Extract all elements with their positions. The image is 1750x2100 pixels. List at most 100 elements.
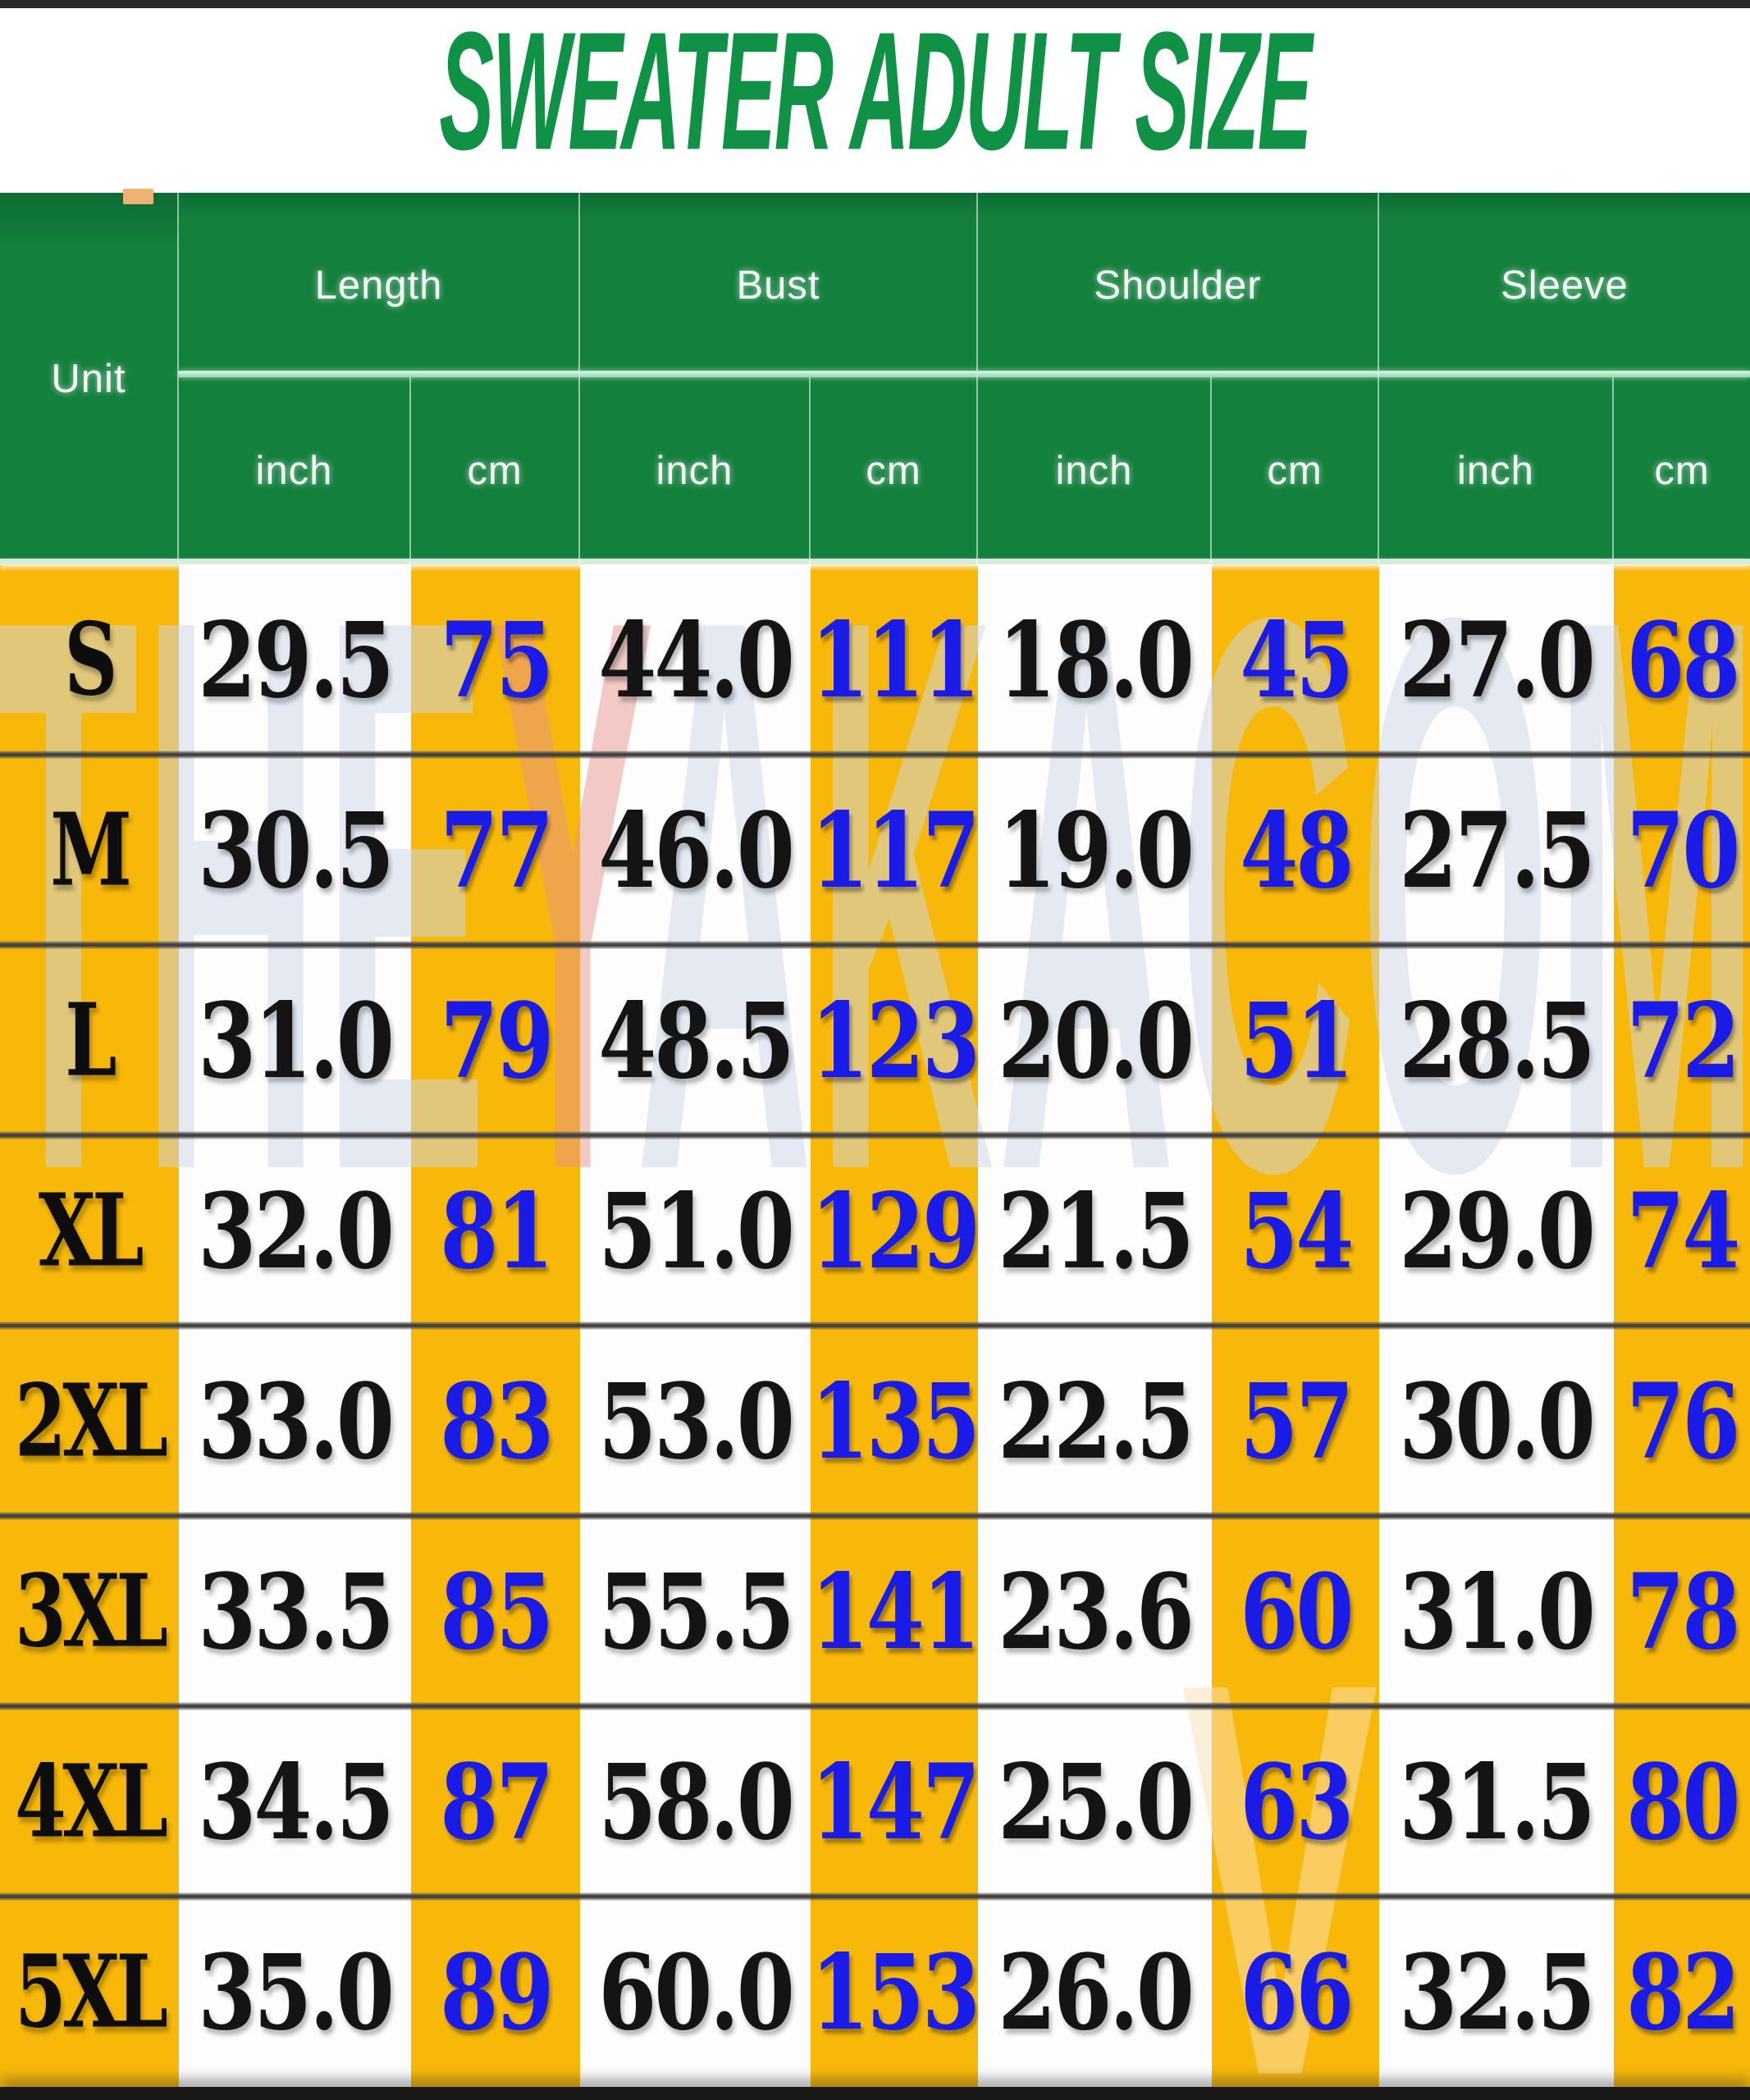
value-cell: 31.0: [1379, 1516, 1614, 1706]
size-cell: XL: [0, 1135, 179, 1326]
size-label: L: [65, 981, 117, 1099]
header-length-label: Length: [314, 262, 443, 308]
value-cell: 25.0: [978, 1706, 1212, 1897]
value-cell: 111: [811, 564, 980, 755]
value-cell: 44.0: [580, 564, 811, 755]
value-cell: 30.5: [179, 755, 411, 945]
size-cell: 4XL: [0, 1706, 179, 1897]
page-title: SWEATER ADULT SIZE: [439, 0, 1312, 186]
value-cell: 147: [811, 1706, 980, 1897]
header-group-length: Length: [179, 193, 580, 377]
value-cell: 77: [411, 755, 580, 945]
value-cell: 55.5: [580, 1516, 811, 1706]
value-cell: 89: [411, 1897, 580, 2087]
value-cell: 18.0: [978, 564, 1212, 755]
value-cell: 30.0: [1379, 1326, 1614, 1516]
value-cell: 83: [411, 1326, 580, 1516]
value-cell: 74: [1614, 1135, 1750, 1326]
size-label: 3XL: [14, 1552, 168, 1670]
size-label: M: [50, 791, 132, 909]
value-cell: 28.5: [1379, 945, 1614, 1135]
value-cell: 20.0: [978, 945, 1212, 1135]
value-cell: 29.5: [179, 564, 411, 755]
value-cell: 66: [1212, 1897, 1379, 2087]
row-divider: [0, 1512, 1750, 1520]
value-cell: 135: [811, 1326, 980, 1516]
size-cell: M: [0, 755, 179, 945]
size-cell: 2XL: [0, 1326, 179, 1516]
value-cell: 85: [411, 1516, 580, 1706]
header-group-sleeve: Sleeve: [1379, 193, 1750, 377]
value-cell: 68: [1614, 564, 1750, 755]
value-cell: 53.0: [580, 1326, 811, 1516]
subheader-shoulder-inch: inch: [978, 377, 1212, 564]
header-sleeve-label: Sleeve: [1501, 262, 1629, 308]
size-cell: L: [0, 945, 179, 1135]
value-cell: 32.0: [179, 1135, 411, 1326]
size-cell: S: [0, 564, 179, 755]
value-cell: 87: [411, 1706, 580, 1897]
value-cell: 48: [1212, 755, 1379, 945]
value-cell: 22.5: [978, 1326, 1212, 1516]
size-cell: 5XL: [0, 1897, 179, 2087]
subheader-sleeve-inch: inch: [1379, 377, 1614, 564]
value-cell: 27.0: [1379, 564, 1614, 755]
row-divider: [0, 1892, 1750, 1901]
row-divider: [0, 1131, 1750, 1139]
value-cell: 81: [411, 1135, 580, 1326]
size-cell: 3XL: [0, 1516, 179, 1706]
size-label: 2XL: [14, 1362, 168, 1480]
value-cell: 48.5: [580, 945, 811, 1135]
value-cell: 72: [1614, 945, 1750, 1135]
bottom-edge-bar: [0, 2087, 1750, 2100]
row-divider: [0, 1322, 1750, 1330]
value-cell: 78: [1614, 1516, 1750, 1706]
value-cell: 60.0: [580, 1897, 811, 2087]
value-cell: 70: [1614, 755, 1750, 945]
value-cell: 33.0: [179, 1326, 411, 1516]
value-cell: 54: [1212, 1135, 1379, 1326]
size-label: 5XL: [14, 1933, 168, 2051]
subheader-bust-inch: inch: [580, 377, 811, 564]
value-cell: 29.0: [1379, 1135, 1614, 1326]
header-row-separator: [179, 371, 1750, 377]
value-cell: 34.5: [179, 1706, 411, 1897]
value-cell: 153: [811, 1897, 980, 2087]
header-bust-label: Bust: [736, 262, 820, 308]
row-divider: [0, 1702, 1750, 1710]
value-cell: 58.0: [580, 1706, 811, 1897]
value-cell: 141: [811, 1516, 980, 1706]
value-cell: 45: [1212, 564, 1379, 755]
title-area: SWEATER ADULT SIZE: [0, 0, 1750, 193]
value-cell: 123: [811, 945, 980, 1135]
value-cell: 23.6: [978, 1516, 1212, 1706]
value-cell: 33.5: [179, 1516, 411, 1706]
size-label: XL: [38, 1171, 144, 1290]
value-cell: 80: [1614, 1706, 1750, 1897]
value-cell: 60: [1212, 1516, 1379, 1706]
header-unit-label: Unit: [51, 356, 126, 401]
subheader-sleeve-cm: cm: [1614, 377, 1750, 564]
row-divider: [0, 941, 1750, 949]
value-cell: 79: [411, 945, 580, 1135]
value-cell: 57: [1212, 1326, 1379, 1516]
header-group-shoulder: Shoulder: [978, 193, 1379, 377]
size-table: Unit Length Bust Shoulder Sleeve inch cm…: [0, 193, 1750, 2087]
value-cell: 31.0: [179, 945, 411, 1135]
value-cell: 117: [811, 755, 980, 945]
value-cell: 35.0: [179, 1897, 411, 2087]
header-shoulder-label: Shoulder: [1094, 262, 1262, 308]
subheader-length-cm: cm: [411, 377, 580, 564]
orange-artifact-mark: [123, 189, 153, 204]
value-cell: 27.5: [1379, 755, 1614, 945]
size-label: S: [64, 600, 118, 719]
value-cell: 51.0: [580, 1135, 811, 1326]
value-cell: 21.5: [978, 1135, 1212, 1326]
size-label: 4XL: [14, 1742, 168, 1860]
value-cell: 63: [1212, 1706, 1379, 1897]
header-unit-cell: Unit: [0, 193, 179, 564]
subheader-length-inch: inch: [179, 377, 411, 564]
subheader-shoulder-cm: cm: [1212, 377, 1379, 564]
subheader-bust-cm: cm: [811, 377, 978, 564]
